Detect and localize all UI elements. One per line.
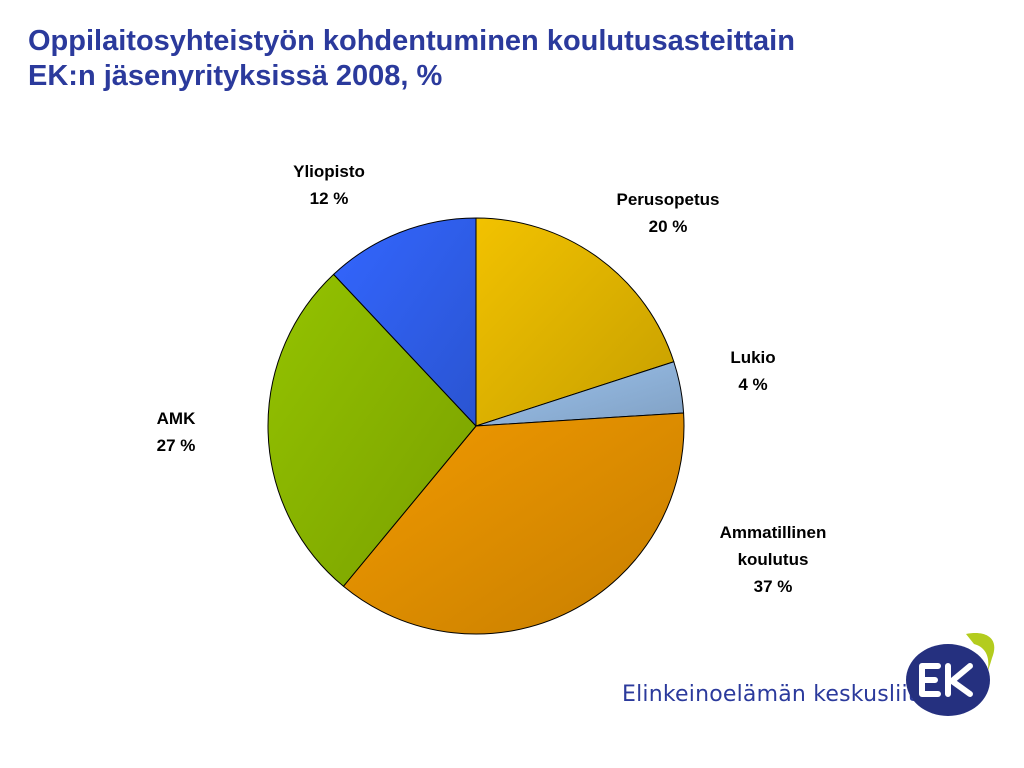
slide-title: Oppilaitosyhteistyön kohdentuminen koulu… xyxy=(28,24,988,94)
organization-name: Elinkeinoelämän keskusliitto xyxy=(622,682,940,707)
title-line-2: EK:n jäsenyrityksissä 2008, % xyxy=(28,60,443,92)
pie-slice-ammatillinen-koulutus xyxy=(342,412,685,635)
pie-label-lukio: Lukio 4 % xyxy=(730,348,775,394)
pie-label-yliopisto: Yliopisto 12 % xyxy=(293,162,365,208)
pie-slice-perusopetus xyxy=(475,217,675,427)
logo-swoosh xyxy=(966,633,995,700)
ek-logo-icon xyxy=(906,633,995,716)
pie-label-amk: AMK 27 % xyxy=(157,409,196,455)
pie-slice-amk xyxy=(267,273,477,587)
pie-label-ammatillinen-koulutus: Ammatillinen koulutus 37 % xyxy=(720,523,827,596)
pie-slices xyxy=(267,217,685,635)
title-line-1: Oppilaitosyhteistyön kohdentuminen koulu… xyxy=(28,25,795,57)
logo-letters xyxy=(919,663,973,697)
pie-labels: Perusopetus 20 % Lukio 4 % Ammatillinen koulu… xyxy=(157,162,827,596)
pie-label-perusopetus: Perusopetus 20 % xyxy=(617,190,720,236)
pie-slice-yliopisto xyxy=(333,217,477,427)
